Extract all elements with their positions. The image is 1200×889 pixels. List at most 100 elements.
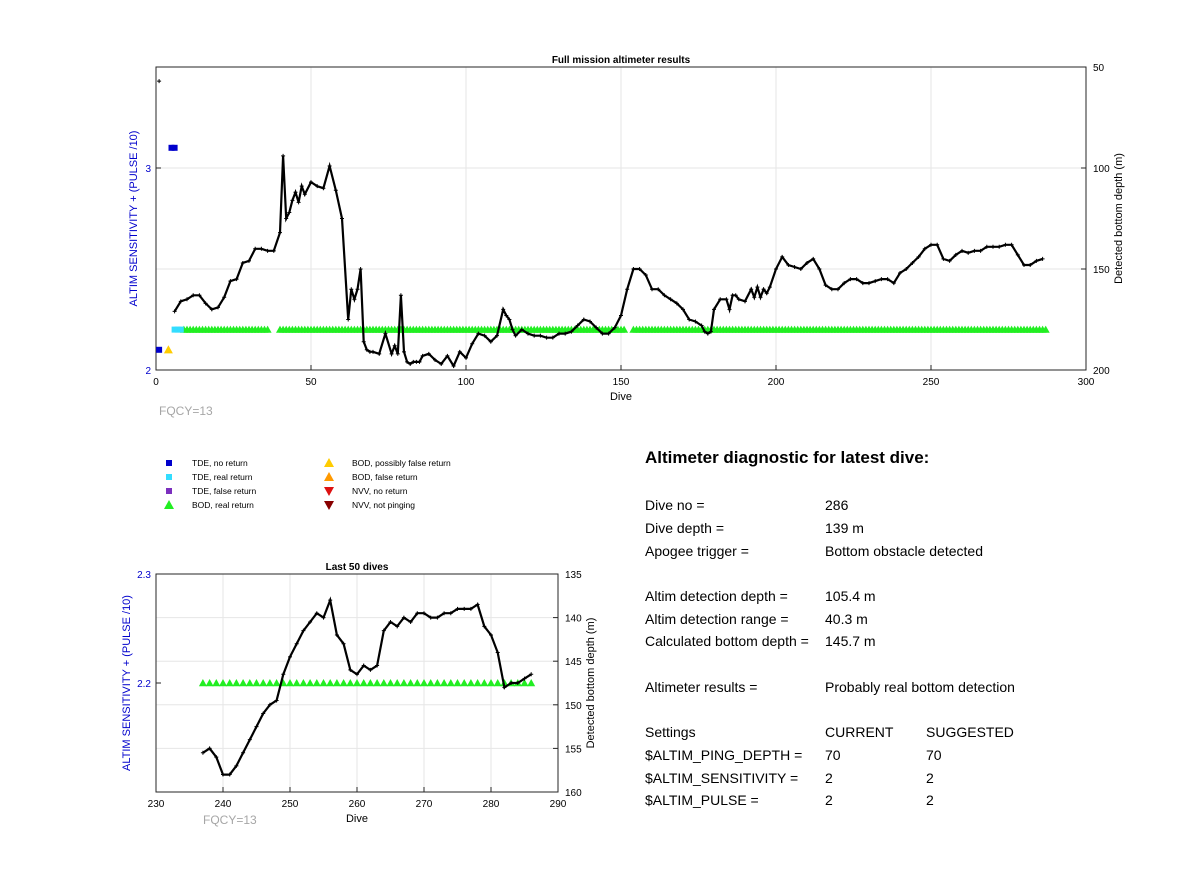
depth-point-marker	[526, 331, 530, 336]
depth-point-marker	[451, 363, 456, 368]
y2-tick-label: 140	[565, 614, 582, 625]
depth-point-marker	[395, 351, 400, 356]
depth-point-marker	[736, 297, 741, 302]
depth-point-marker	[281, 672, 286, 677]
depth-point-marker	[253, 246, 258, 251]
depth-point-marker	[417, 359, 422, 364]
bod-real-return-marker	[460, 679, 469, 687]
depth-point-marker	[1034, 258, 1039, 263]
depth-point-marker	[792, 264, 797, 269]
bod-real-return-marker	[212, 679, 221, 687]
depth-point-marker	[513, 333, 518, 338]
depth-point-marker	[687, 317, 692, 322]
setting-current: 2	[825, 769, 833, 786]
depth-point-marker	[569, 329, 574, 334]
depth-point-marker	[600, 331, 605, 336]
legend-item-tde-real-return: TDE, real return	[160, 472, 252, 482]
depth-point-marker	[278, 230, 282, 235]
depth-point-marker	[293, 190, 298, 195]
tde-real-return-marker	[171, 326, 178, 333]
diagnostic-title: Altimeter diagnostic for latest dive:	[645, 448, 930, 467]
depth-point-marker	[727, 307, 732, 312]
bod-real-return-marker	[446, 679, 455, 687]
depth-point-marker	[392, 343, 397, 348]
x-tick-label: 260	[349, 799, 366, 810]
depth-point-marker	[334, 633, 339, 638]
depth-point-marker	[415, 611, 420, 616]
legend-item-tde-false-return: TDE, false return	[160, 486, 256, 496]
bod-real-return-marker	[379, 679, 388, 687]
depth-point-marker	[557, 331, 561, 336]
depth-point-marker	[774, 267, 778, 271]
depth-point-marker	[234, 277, 239, 282]
depth-point-marker	[475, 602, 480, 607]
legend-label: NVV, no return	[352, 486, 408, 496]
altimeter-diagnostic-panel: Altimeter diagnostic for latest dive: Di…	[645, 448, 1165, 812]
depth-point-marker	[361, 663, 366, 668]
legend-item-nvv-not-pinging: NVV, not pinging	[320, 500, 415, 510]
depth-point-marker	[470, 341, 475, 346]
triangle-down-icon	[320, 500, 338, 510]
depth-point-marker	[301, 628, 306, 633]
altimeter-results-label: Altimeter results =	[645, 678, 758, 695]
y2-tick-label: 200	[1093, 366, 1110, 377]
bod-real-return-marker	[265, 679, 274, 687]
x-axis-label: Dive	[610, 391, 632, 403]
depth-point-marker	[488, 339, 493, 344]
bod-real-return-marker	[386, 679, 395, 687]
bod-real-return-marker	[286, 679, 294, 687]
setting-current: 70	[825, 746, 841, 763]
dive-no-row: Dive no = 286	[645, 494, 1165, 517]
depth-point-marker	[581, 317, 586, 322]
depth-point-marker	[495, 650, 500, 655]
detection-depth-label: Altim detection depth =	[645, 588, 788, 605]
bod-possibly-false-marker	[163, 345, 173, 354]
depth-point-marker	[333, 188, 338, 193]
depth-point-marker	[563, 331, 568, 336]
detection-range-value: 40.3 m	[825, 610, 868, 627]
x-tick-label: 270	[416, 799, 433, 810]
calculated-depth-value: 145.7 m	[825, 633, 876, 650]
depth-point-marker	[891, 281, 896, 286]
depth-point-marker	[619, 313, 623, 318]
altimeter-results-row: Altimeter results = Probably real bottom…	[645, 676, 1165, 699]
depth-point-marker	[321, 615, 326, 620]
depth-point-marker	[879, 277, 884, 282]
depth-point-marker	[284, 216, 289, 221]
bod-real-return-marker	[480, 679, 489, 687]
depth-point-marker	[997, 244, 1002, 249]
legend-label: NVV, not pinging	[352, 500, 416, 510]
depth-point-marker	[254, 724, 259, 729]
depth-point-marker	[501, 307, 506, 312]
x-tick-label: 290	[550, 799, 567, 810]
depth-point-marker	[209, 307, 214, 312]
bod-real-return-marker	[339, 679, 348, 687]
depth-point-marker	[290, 198, 295, 203]
current-header: CURRENT	[825, 724, 894, 741]
depth-point-marker	[221, 772, 225, 777]
depth-point-marker	[247, 258, 251, 263]
bod-real-return-marker	[326, 679, 335, 687]
depth-point-marker	[428, 615, 433, 620]
depth-point-marker	[752, 295, 757, 300]
detection-range-label: Altim detection range =	[645, 610, 789, 627]
legend-item-bod-false: BOD, false return	[320, 472, 418, 482]
depth-point-marker	[1022, 262, 1026, 267]
depth-point-marker	[637, 267, 642, 271]
depth-point-marker	[178, 299, 183, 304]
bod-real-return-marker	[299, 679, 308, 687]
depth-point-marker	[733, 293, 738, 298]
depth-point-marker	[764, 291, 769, 296]
depth-point-marker	[448, 611, 453, 616]
depth-point-marker	[631, 267, 636, 271]
depth-point-marker	[349, 287, 354, 292]
bod-real-return-marker	[393, 679, 402, 687]
depth-point-marker	[308, 619, 313, 624]
legend-item-bod-possibly-false: BOD, possibly false return	[320, 458, 451, 468]
depth-point-marker	[371, 349, 375, 354]
bod-real-return-marker	[1041, 325, 1050, 333]
depth-point-marker	[241, 750, 246, 755]
depth-point-marker	[389, 351, 394, 356]
depth-point-marker	[302, 192, 307, 197]
chart-title: Full mission altimeter results	[552, 55, 691, 66]
